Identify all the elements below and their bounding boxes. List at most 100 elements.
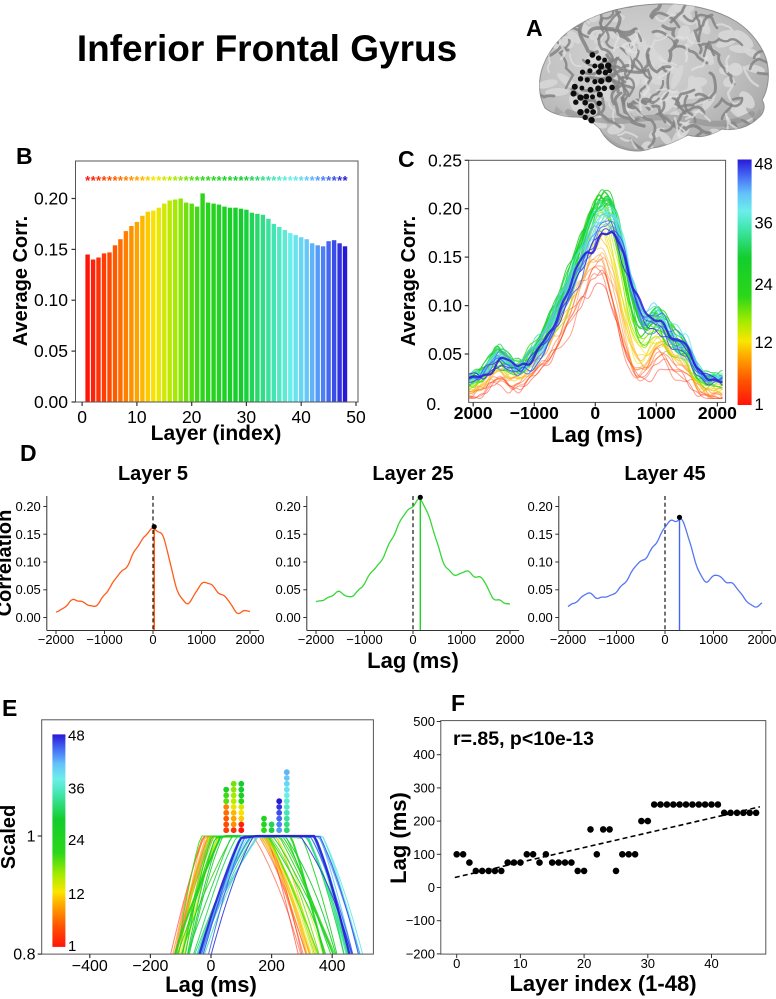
svg-text:0.: 0. [426, 394, 441, 414]
svg-text:Average Corr.: Average Corr. [10, 216, 32, 346]
svg-text:−100: −100 [406, 913, 435, 928]
svg-text:*: * [151, 173, 157, 188]
svg-text:0.15: 0.15 [15, 527, 40, 542]
svg-text:0: 0 [77, 407, 87, 427]
svg-text:*: * [293, 173, 299, 188]
svg-text:0.10: 0.10 [428, 296, 462, 316]
svg-text:0.05: 0.05 [15, 582, 40, 597]
svg-text:0.10: 0.10 [15, 555, 40, 570]
svg-text:0.00: 0.00 [15, 610, 40, 625]
svg-text:Inferior Frontal Gyrus: Inferior Frontal Gyrus [77, 28, 457, 69]
svg-text:0.05: 0.05 [34, 341, 68, 361]
svg-text:−200: −200 [406, 946, 435, 961]
svg-text:*: * [244, 173, 250, 188]
svg-text:Lag (ms): Lag (ms) [551, 422, 643, 447]
svg-text:−2000: −2000 [298, 632, 335, 647]
svg-text:*: * [107, 173, 113, 188]
svg-text:0: 0 [428, 880, 435, 895]
svg-text:0.20: 0.20 [15, 499, 40, 514]
svg-text:24: 24 [755, 276, 773, 294]
svg-text:20: 20 [182, 407, 202, 427]
svg-text:−1000: −1000 [346, 632, 383, 647]
svg-text:F: F [451, 690, 465, 716]
svg-text:1000: 1000 [187, 632, 216, 647]
svg-text:1000: 1000 [447, 632, 476, 647]
svg-text:0.15: 0.15 [527, 527, 552, 542]
svg-text:0.15: 0.15 [275, 527, 300, 542]
svg-text:*: * [310, 173, 316, 188]
svg-text:2000: 2000 [698, 403, 737, 423]
svg-text:*: * [271, 173, 277, 188]
svg-text:*: * [101, 173, 107, 188]
svg-text:0: 0 [590, 403, 600, 423]
svg-text:Layer 45: Layer 45 [624, 463, 705, 485]
svg-text:1: 1 [27, 829, 36, 846]
svg-text:*: * [260, 173, 266, 188]
svg-text:Lag (ms): Lag (ms) [386, 792, 411, 884]
svg-text:Scaled: Scaled [0, 805, 20, 869]
svg-text:*: * [299, 173, 305, 188]
svg-text:40: 40 [704, 956, 718, 971]
svg-text:100: 100 [413, 847, 435, 862]
svg-text:*: * [337, 173, 343, 188]
svg-text:0: 0 [409, 632, 416, 647]
svg-text:0: 0 [149, 632, 156, 647]
svg-text:−1000: −1000 [598, 632, 635, 647]
svg-text:0.8: 0.8 [13, 947, 35, 964]
svg-text:Layer index (1-48): Layer index (1-48) [509, 971, 696, 996]
svg-text:0.10: 0.10 [34, 290, 68, 310]
svg-text:2000: 2000 [236, 632, 265, 647]
svg-text:*: * [304, 173, 310, 188]
svg-text:*: * [249, 173, 255, 188]
svg-text:*: * [315, 173, 321, 188]
svg-text:Layer (index): Layer (index) [151, 422, 282, 445]
svg-text:36: 36 [68, 780, 85, 797]
svg-text:*: * [112, 173, 118, 188]
svg-text:Lag (ms): Lag (ms) [367, 648, 459, 673]
svg-text:0.00: 0.00 [34, 392, 68, 412]
svg-text:12: 12 [68, 886, 85, 903]
svg-text:30: 30 [237, 407, 257, 427]
svg-text:0.10: 0.10 [527, 555, 552, 570]
svg-text:*: * [118, 173, 124, 188]
svg-text:0.20: 0.20 [527, 499, 552, 514]
svg-text:300: 300 [413, 780, 435, 795]
svg-text:−200: −200 [132, 958, 168, 975]
svg-text:*: * [173, 173, 179, 188]
svg-text:Layer 25: Layer 25 [372, 463, 453, 485]
svg-text:0.05: 0.05 [428, 344, 462, 364]
svg-text:*: * [206, 173, 212, 188]
svg-text:*: * [227, 173, 233, 188]
svg-text:Lag (ms): Lag (ms) [165, 972, 257, 997]
svg-text:*: * [96, 173, 102, 188]
svg-text:24: 24 [68, 832, 85, 849]
svg-text:0: 0 [661, 632, 668, 647]
svg-text:*: * [222, 173, 228, 188]
svg-text:0.00: 0.00 [275, 610, 300, 625]
svg-text:1000: 1000 [637, 403, 676, 423]
svg-text:500: 500 [413, 714, 435, 729]
svg-text:*: * [342, 173, 348, 188]
svg-text:36: 36 [755, 214, 773, 232]
svg-text:40: 40 [291, 407, 311, 427]
svg-text:*: * [233, 173, 239, 188]
svg-text:Average Corr.: Average Corr. [398, 216, 420, 346]
svg-text:*: * [85, 173, 91, 188]
svg-text:*: * [145, 173, 151, 188]
svg-text:0.25: 0.25 [428, 150, 462, 170]
svg-text:*: * [200, 173, 206, 188]
svg-text:*: * [123, 173, 129, 188]
svg-text:*: * [288, 173, 294, 188]
svg-text:*: * [282, 173, 288, 188]
svg-text:*: * [277, 173, 283, 188]
svg-text:E: E [2, 695, 17, 721]
svg-text:*: * [156, 173, 162, 188]
svg-text:*: * [162, 173, 168, 188]
svg-text:*: * [195, 173, 201, 188]
svg-text:12: 12 [755, 334, 773, 352]
svg-text:*: * [189, 173, 195, 188]
svg-text:0.15: 0.15 [34, 239, 68, 259]
svg-text:*: * [211, 173, 217, 188]
svg-text:0.20: 0.20 [275, 499, 300, 514]
svg-text:C: C [398, 146, 415, 172]
